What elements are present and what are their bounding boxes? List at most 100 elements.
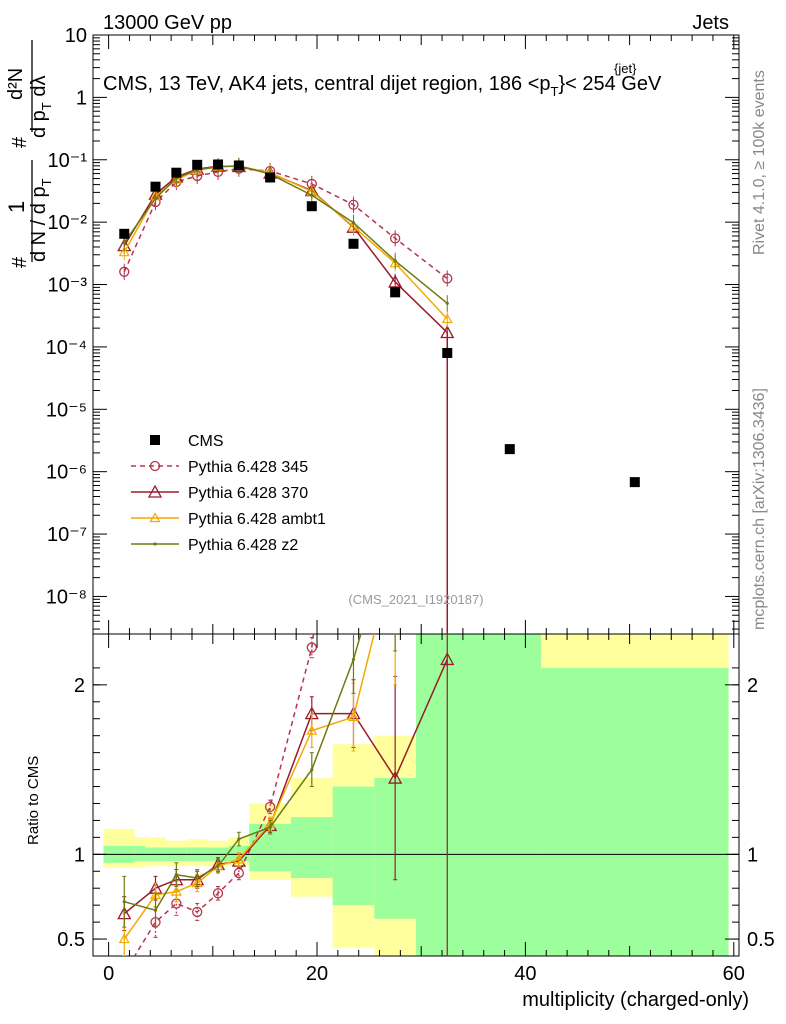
ylabel-den2-text: d p xyxy=(28,110,50,138)
cms-data-point xyxy=(150,435,160,445)
band-green-bin xyxy=(332,786,375,906)
legend-entry-label: Pythia 6.428 370 xyxy=(188,485,308,502)
ylabel-den1: d N / d pT xyxy=(28,178,54,262)
ratio-series-layer xyxy=(117,308,455,977)
pythia-z2-point xyxy=(445,301,449,305)
ratio-series-line xyxy=(133,634,315,956)
pythia-ambt1-point xyxy=(118,246,130,257)
pythia-z2-point xyxy=(310,193,314,197)
band-green-bin xyxy=(290,817,333,879)
ylabel-one: 1 xyxy=(4,201,29,213)
x-tick-label: 60 xyxy=(723,963,745,985)
ratio-y-tick-label: 1 xyxy=(74,844,85,866)
x-tick-label: 40 xyxy=(514,963,536,985)
pythia-ambt1-point xyxy=(149,512,161,523)
main-y-tick-label: 10⁻⁵ xyxy=(46,399,87,421)
pythia-z2-point xyxy=(394,514,397,517)
ylabel-hash-2: # xyxy=(9,136,31,148)
cms-data-point xyxy=(442,347,453,358)
main-y-axis-label: # 1 d N / d pT # d²N d pT dλ xyxy=(4,40,54,268)
x-tick-label: 0 xyxy=(103,963,114,985)
pythia-ambt1-point xyxy=(170,885,182,896)
ylabel-den1-text: d N / d p xyxy=(28,186,50,262)
cms-data-point xyxy=(265,172,276,183)
cms-data-point xyxy=(629,477,640,488)
pythia-z2-point xyxy=(174,873,178,877)
pythia-z2-point xyxy=(237,837,241,841)
pythia-345-point xyxy=(233,867,245,879)
main-series-line xyxy=(123,167,448,280)
pythia-ambt1-point xyxy=(391,545,400,553)
pythia-z2-point xyxy=(310,767,314,772)
pythia-370-point xyxy=(388,770,403,784)
pythia-z2-point xyxy=(351,221,356,225)
legend-entry-label: Pythia 6.428 345 xyxy=(188,459,308,476)
pythia-ambt1-point xyxy=(347,711,360,722)
ylabel-den1-sub: T xyxy=(39,178,54,186)
x-axis-label: multiplicity (charged-only) xyxy=(522,989,749,1011)
ratio-y-tick-label: 2 xyxy=(74,675,85,697)
cms-data-point xyxy=(348,238,359,249)
cms-data-point xyxy=(306,201,317,212)
main-y-axis-ticks: 10 1 10⁻¹ 10⁻² 10⁻³ 10⁻⁴ 10⁻⁵ 10⁻⁶ 10⁻⁷ 10⁻⁸ xyxy=(46,25,739,630)
pythia-345-point xyxy=(119,266,130,277)
ylabel-hash-1: # xyxy=(9,256,31,268)
pythia-z2-point xyxy=(153,542,157,546)
ratio-y-tick-label-right: 2 xyxy=(747,675,758,697)
ratio-y-tick-label-right: 1 xyxy=(747,844,758,866)
band-green-bin xyxy=(541,667,729,956)
pythia-ambt1-point xyxy=(118,933,130,944)
band-green-bin xyxy=(134,845,146,862)
pythia-ambt1-point xyxy=(233,853,245,864)
ratio-series-line xyxy=(124,634,362,912)
legend-entry-label: Pythia 6.428 ambt1 xyxy=(188,511,326,528)
cms-data-point xyxy=(390,287,401,298)
plot-title-sub: T xyxy=(551,84,559,99)
ratio-y-tick-label-right: 0.5 xyxy=(747,929,775,951)
pythia-345-point xyxy=(212,888,224,899)
x-axis-ticks: 0 20 40 60 xyxy=(103,35,745,985)
ylabel-d2n: d²N xyxy=(5,68,27,100)
cms-data-point xyxy=(504,444,515,455)
watermark-analysis-id: (CMS_2021_I1920187) xyxy=(348,592,483,607)
main-y-tick-label: 10⁻² xyxy=(48,212,88,234)
main-y-tick-label: 10⁻³ xyxy=(48,275,88,297)
legend-entry-label: Pythia 6.428 z2 xyxy=(188,537,298,554)
pythia-345-point xyxy=(349,308,358,317)
band-green-bin xyxy=(478,634,542,956)
legend-entry-label: CMS xyxy=(188,433,224,450)
ylabel-den2: d pT dλ xyxy=(28,76,54,138)
pythia-z2-point xyxy=(122,241,126,245)
ylabel-den2-sub: T xyxy=(39,102,54,110)
main-series-line xyxy=(123,165,448,334)
pythia-z2-point xyxy=(393,259,397,263)
pythia-370-point xyxy=(147,484,163,498)
pythia-z2-point xyxy=(153,908,158,912)
ratio-y-tick-label: 0.5 xyxy=(57,929,85,951)
pythia-345-point xyxy=(120,968,129,977)
pythia-z2-point xyxy=(216,864,220,868)
main-y-tick-label: 10⁻⁷ xyxy=(47,524,87,546)
cms-data-point xyxy=(150,181,161,192)
pythia-ambt1-point xyxy=(306,724,318,735)
pythia-ambt1-point xyxy=(441,313,453,324)
legend: CMS Pythia 6.428 345 Pythia 6.428 370 Pythi… xyxy=(131,433,326,554)
ratio-y-axis-label: Ratio to CMS xyxy=(25,756,42,845)
plot-title-main: CMS, 13 TeV, AK4 jets, central dijet reg… xyxy=(103,73,551,95)
side-rivet-label: Rivet 4.1.0, ≥ 100k events xyxy=(751,70,768,255)
main-y-tick-label: 10⁻⁸ xyxy=(46,586,87,608)
x-tick-label: 20 xyxy=(306,963,328,985)
main-series-layer xyxy=(117,157,640,634)
cms-data-point xyxy=(192,159,203,170)
pythia-345-point xyxy=(390,233,401,244)
main-y-tick-label: 10 xyxy=(65,25,87,47)
cms-data-point xyxy=(171,167,182,178)
header-energy-label: 13000 GeV pp xyxy=(103,12,232,34)
main-y-tick-label: 10⁻⁴ xyxy=(46,337,87,359)
plot-title-end: }< 254 GeV xyxy=(558,73,662,95)
pythia-z2-point xyxy=(153,196,158,201)
pythia-345-point xyxy=(192,906,203,918)
pythia-370-point xyxy=(388,274,403,288)
cms-data-point xyxy=(119,228,130,239)
main-y-tick-label: 10⁻⁶ xyxy=(46,462,87,484)
